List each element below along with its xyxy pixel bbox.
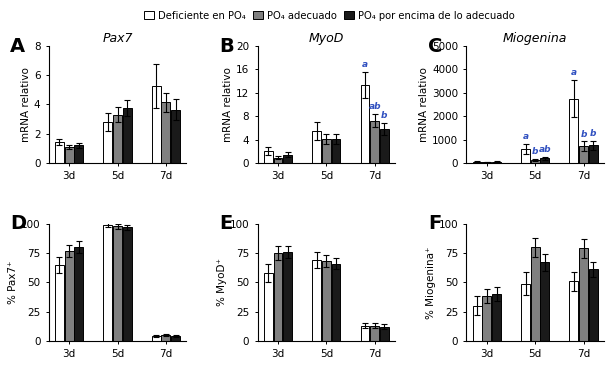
Bar <box>162 335 170 341</box>
Text: D: D <box>10 214 26 234</box>
Bar <box>579 249 588 341</box>
Text: b: b <box>381 111 387 120</box>
Bar <box>264 273 273 341</box>
Bar <box>579 146 588 163</box>
Bar <box>370 121 379 163</box>
Text: E: E <box>219 214 232 234</box>
Y-axis label: % MyoD⁺: % MyoD⁺ <box>217 259 227 306</box>
Bar <box>492 294 501 341</box>
Text: a: a <box>523 133 529 141</box>
Text: b: b <box>590 129 597 138</box>
Bar <box>322 139 331 163</box>
Text: b: b <box>580 129 587 139</box>
Bar <box>152 86 160 163</box>
Bar <box>162 102 170 163</box>
Bar <box>380 129 389 163</box>
Bar <box>152 336 160 341</box>
Bar <box>55 142 64 163</box>
Bar <box>483 296 491 341</box>
Text: ab: ab <box>368 103 381 111</box>
Y-axis label: % Pax7⁺: % Pax7⁺ <box>8 260 18 304</box>
Bar <box>589 270 598 341</box>
Bar <box>113 226 122 341</box>
Bar <box>492 162 501 163</box>
Bar <box>332 264 340 341</box>
Text: C: C <box>428 37 442 56</box>
Text: a: a <box>362 61 368 69</box>
Bar <box>171 110 180 163</box>
Bar <box>322 261 331 341</box>
Bar <box>264 151 273 163</box>
Bar <box>113 115 122 163</box>
Bar <box>74 146 84 163</box>
Bar <box>123 108 132 163</box>
Bar <box>531 247 540 341</box>
Text: a: a <box>571 68 577 77</box>
Bar <box>540 262 550 341</box>
Bar <box>273 253 282 341</box>
Bar <box>332 139 340 163</box>
Text: ab: ab <box>539 145 551 154</box>
Bar <box>370 326 379 341</box>
Y-axis label: mRNA relativo: mRNA relativo <box>21 67 31 142</box>
Bar <box>473 306 482 341</box>
Title: Pax7: Pax7 <box>102 32 133 45</box>
Y-axis label: mRNA relativo: mRNA relativo <box>419 67 429 142</box>
Bar <box>74 247 84 341</box>
Bar <box>55 265 64 341</box>
Bar <box>283 252 292 341</box>
Y-axis label: % Miogenina⁺: % Miogenina⁺ <box>426 246 436 319</box>
Bar <box>123 228 132 341</box>
Text: b: b <box>532 147 539 156</box>
Bar <box>103 122 112 163</box>
Bar <box>65 251 74 341</box>
Bar <box>483 162 491 163</box>
Bar <box>312 131 321 163</box>
Bar <box>589 146 598 163</box>
Bar <box>473 162 482 163</box>
Bar <box>65 147 74 163</box>
Bar <box>380 327 389 341</box>
Bar <box>273 158 282 163</box>
Legend: Deficiente en PO₄, PO₄ adecuado, PO₄ por encima de lo adecuado: Deficiente en PO₄, PO₄ adecuado, PO₄ por… <box>140 7 518 25</box>
Bar <box>569 98 578 163</box>
Bar <box>540 158 550 163</box>
Bar <box>103 225 112 341</box>
Bar <box>521 283 530 341</box>
Title: MyoD: MyoD <box>309 32 344 45</box>
Text: B: B <box>219 37 234 56</box>
Text: F: F <box>428 214 441 234</box>
Bar <box>312 260 321 341</box>
Bar <box>361 85 370 163</box>
Bar <box>521 149 530 163</box>
Title: Miogenina: Miogenina <box>503 32 567 45</box>
Bar <box>569 281 578 341</box>
Text: A: A <box>10 37 26 56</box>
Bar <box>531 160 540 163</box>
Bar <box>361 326 370 341</box>
Bar <box>171 336 180 341</box>
Y-axis label: mRNA relativo: mRNA relativo <box>223 67 233 142</box>
Bar <box>283 155 292 163</box>
